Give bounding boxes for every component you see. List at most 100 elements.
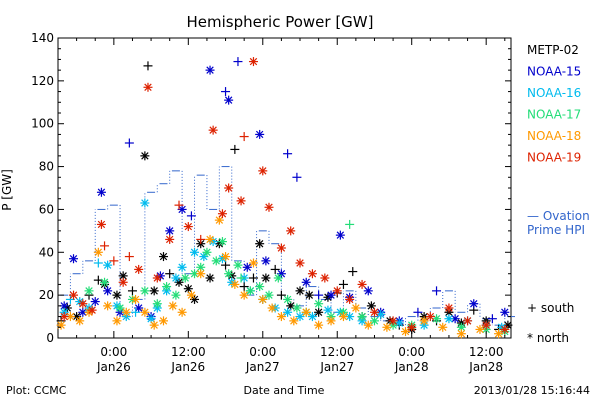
north-point [177,307,187,317]
marker-stroke [457,329,466,338]
marker-stroke [116,304,124,312]
north-point [248,57,258,67]
y-tick-label: 80 [39,160,54,174]
marker-stroke [321,274,329,282]
north-point [245,286,255,296]
x-tick-date: Jan28 [468,360,503,374]
north-point [276,243,286,253]
north-point [301,277,311,287]
north-point [115,303,125,313]
marker-stroke [119,272,127,280]
marker-stroke [97,188,106,197]
north-point [276,312,286,322]
north-point [152,299,162,309]
marker-stroke [209,237,217,246]
x-tick-time: 12:00 [320,345,355,359]
marker-stroke [457,323,466,332]
marker-stroke [162,282,171,291]
marker-stroke [178,263,186,272]
marker-stroke [407,323,416,332]
marker-stroke [150,321,158,329]
marker-stroke [364,287,372,295]
marker-stroke [181,274,189,282]
marker-stroke [501,308,509,317]
north-point [180,273,190,283]
north-point [118,277,128,287]
marker-stroke [63,304,72,312]
marker-stroke [296,259,304,267]
north-point [345,294,355,304]
south-point [270,264,280,274]
north-point [146,314,156,324]
north-point [283,307,293,317]
marker-stroke [376,310,385,319]
marker-stroke [175,278,183,287]
x-tick-date: Jan27 [245,360,280,374]
south-point [314,290,324,300]
x-axis-label: Date and Time [244,384,325,397]
north-point [292,303,302,313]
north-point [90,297,100,307]
north-point [75,316,85,326]
marker-stroke [224,96,233,104]
north-point [140,198,150,208]
north-point [338,312,348,322]
north-point [69,290,79,300]
marker-stroke [97,220,106,229]
south-point [93,275,103,285]
north-point [100,277,110,287]
marker-stroke [262,274,270,282]
chart-title: Hemispheric Power [GW] [187,13,374,31]
south-point [276,290,286,300]
north-point [205,65,215,75]
north-point [174,277,184,287]
north-point [190,247,200,257]
north-point [158,316,168,326]
north-point [121,307,131,317]
marker-stroke [100,278,109,287]
marker-stroke [218,209,227,218]
y-tick-label: 120 [31,74,54,88]
marker-stroke [286,227,295,235]
north-point [211,256,221,266]
marker-stroke [224,184,233,192]
marker-stroke [305,291,314,299]
north-point [162,282,172,292]
plot-credit: Plot: CCMC [6,384,67,397]
x-tick-time: 12:00 [171,345,206,359]
north-point [258,294,268,304]
south-point [165,269,175,279]
marker-stroke [200,252,208,261]
north-point [438,322,448,332]
marker-stroke [451,314,459,323]
north-point [283,294,293,304]
north-point [205,234,215,244]
north-point [140,286,150,296]
south-point [174,200,184,210]
marker-stroke [283,295,292,304]
marker-stroke [231,280,239,289]
marker-stroke [470,299,478,308]
marker-stroke [66,312,75,321]
marker-stroke [134,265,143,274]
marker-stroke [327,291,335,299]
marker-stroke [333,287,341,295]
marker-stroke [159,317,168,325]
north-point [419,316,429,326]
north-point [103,301,113,311]
satellite-data-points [56,57,513,339]
marker-stroke [69,291,78,299]
north-point [273,273,283,283]
north-point [301,307,311,317]
north-point [307,269,317,279]
north-point [165,234,175,244]
north-point [307,312,317,322]
south-point [239,282,249,292]
north-point [494,329,504,339]
marker-stroke [302,308,310,317]
marker-stroke [79,308,87,317]
north-point [258,166,268,176]
north-point [369,316,379,326]
marker-stroke [277,244,286,252]
